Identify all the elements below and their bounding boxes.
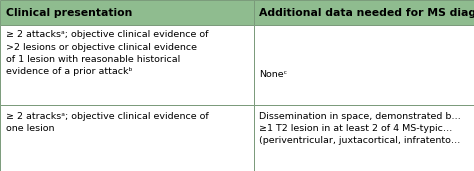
Text: Dissemination in space, demonstrated b…
≥1 T2 lesion in at least 2 of 4 MS-typic: Dissemination in space, demonstrated b… … xyxy=(259,112,461,145)
Text: Clinical presentation: Clinical presentation xyxy=(6,8,132,18)
Bar xyxy=(0,25,254,105)
Bar xyxy=(0,0,254,25)
Bar xyxy=(0,105,254,171)
Text: ≥ 2 atracksᵃ; objective clinical evidence of
one lesion: ≥ 2 atracksᵃ; objective clinical evidenc… xyxy=(6,112,209,133)
Text: Additional data needed for MS diagnosis: Additional data needed for MS diagnosis xyxy=(259,8,474,18)
Text: Noneᶜ: Noneᶜ xyxy=(259,70,288,79)
Bar xyxy=(254,105,474,171)
Bar xyxy=(254,0,474,25)
Bar xyxy=(254,25,474,105)
Text: ≥ 2 attacksᵃ; objective clinical evidence of
>2 lesions or objective clinical ev: ≥ 2 attacksᵃ; objective clinical evidenc… xyxy=(6,30,208,76)
